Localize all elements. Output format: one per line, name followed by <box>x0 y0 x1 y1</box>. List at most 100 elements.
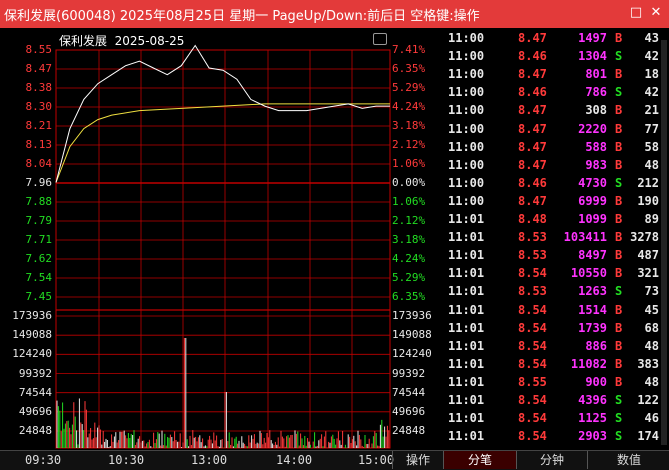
trade-count: 122 <box>637 393 659 407</box>
trade-count: 58 <box>644 139 659 154</box>
time-label: 09:30 <box>25 453 62 467</box>
trade-price: 8.47 <box>518 103 547 118</box>
intraday-chart-svg <box>55 44 391 449</box>
trade-volume: 1099 <box>578 212 607 226</box>
trade-price: 8.55 <box>518 374 547 389</box>
price-label: 7.45 <box>25 290 53 303</box>
pct-label: 6.35% <box>392 62 426 75</box>
trade-price: 8.53 <box>518 248 547 263</box>
bottom-bar: 09:30 10:30 13:00 14:00 15:00 操作 分笔 分钟 数… <box>0 450 669 470</box>
trade-price: 8.47 <box>518 157 547 172</box>
close-icon[interactable]: ✕ <box>650 5 662 20</box>
trade-row[interactable]: 11:01 8.54 4396 S 122 <box>444 392 669 410</box>
trade-price: 8.47 <box>518 31 547 45</box>
price-label: 8.30 <box>25 100 53 113</box>
trade-count: 48 <box>644 157 659 172</box>
trade-volume: 786 <box>585 85 607 100</box>
trade-time: 11:00 <box>448 121 485 136</box>
trade-volume: 8497 <box>578 248 607 263</box>
window-titlebar: 保利发展(600048) 2025年08月25日 星期一 PageUp/Down… <box>0 0 669 28</box>
trade-side: B <box>615 230 623 245</box>
trade-count: 68 <box>644 320 659 335</box>
trade-price: 8.54 <box>518 302 547 317</box>
trade-count: 190 <box>637 193 659 208</box>
trade-row[interactable]: 11:01 8.53 8497 B 487 <box>444 247 669 265</box>
trade-side: B <box>615 31 623 45</box>
restore-icon[interactable]: □ <box>629 5 643 20</box>
trade-time: 11:00 <box>448 67 485 82</box>
avg-price-line <box>55 103 390 183</box>
trade-row[interactable]: 11:01 8.53 103411 B 3278 <box>444 229 669 247</box>
trade-row[interactable]: 11:00 8.46 1304 S 42 <box>444 48 669 66</box>
trade-row[interactable]: 11:01 8.48 1099 B 89 <box>444 211 669 229</box>
trade-volume: 983 <box>585 157 607 172</box>
trade-row[interactable]: 11:00 8.47 801 B 18 <box>444 66 669 84</box>
trade-row[interactable]: 11:00 8.47 308 B 21 <box>444 102 669 120</box>
trade-count: 212 <box>637 175 659 190</box>
trade-time: 11:01 <box>448 248 485 263</box>
tab-tick[interactable]: 分笔 <box>443 451 516 469</box>
trade-price: 8.53 <box>518 284 547 299</box>
chart-frame <box>55 49 391 449</box>
volume-label: 173936 <box>392 309 432 322</box>
trade-row[interactable]: 11:01 8.54 886 B 48 <box>444 338 669 356</box>
trade-side: B <box>615 193 623 208</box>
trade-time: 11:01 <box>448 302 485 317</box>
tab-operate[interactable]: 操作 <box>392 451 443 469</box>
trade-side: B <box>615 121 623 136</box>
pct-label: 2.12% <box>392 138 426 151</box>
chart-date: 2025-08-25 <box>114 34 185 48</box>
trade-price: 8.53 <box>518 230 547 245</box>
trade-price: 8.46 <box>518 49 547 64</box>
trade-row[interactable]: 11:00 8.47 1497 B 43 <box>444 30 669 48</box>
scrollbar[interactable] <box>661 40 667 445</box>
trade-row[interactable]: 11:00 8.47 983 B 48 <box>444 157 669 175</box>
trade-price: 8.54 <box>518 266 547 281</box>
trade-row[interactable]: 11:00 8.46 4730 S 212 <box>444 175 669 193</box>
tab-value[interactable]: 数值 <box>587 451 669 469</box>
price-label: 7.88 <box>25 195 53 208</box>
trade-row[interactable]: 11:01 8.54 1739 B 68 <box>444 320 669 338</box>
trade-row[interactable]: 11:00 8.46 786 S 42 <box>444 84 669 102</box>
pct-label: 1.06% <box>392 157 426 170</box>
volume-label: 124240 <box>12 347 52 361</box>
trade-side: B <box>615 67 623 82</box>
trade-row[interactable]: 11:01 8.54 1514 B 45 <box>444 302 669 320</box>
trade-volume: 1497 <box>578 31 607 45</box>
trade-count: 48 <box>644 338 659 353</box>
trade-volume: 2903 <box>578 429 607 444</box>
price-label: 7.96 <box>25 176 53 189</box>
trade-row[interactable]: 11:00 8.47 588 B 58 <box>444 139 669 157</box>
volume-label: 49696 <box>18 404 52 418</box>
pct-label: 7.41% <box>392 43 426 56</box>
pct-label: 5.29% <box>392 271 426 284</box>
trade-price: 8.47 <box>518 139 547 154</box>
trade-count: 3278 <box>630 230 659 245</box>
trade-price: 8.47 <box>518 67 547 82</box>
trade-row[interactable]: 11:01 8.53 1263 S 73 <box>444 283 669 301</box>
time-label: 13:00 <box>191 453 228 467</box>
trade-time: 11:01 <box>448 411 485 426</box>
stock-name: 保利发展 <box>59 34 108 48</box>
trade-side: B <box>615 266 623 281</box>
trade-row[interactable]: 11:00 8.47 6999 B 190 <box>444 193 669 211</box>
trade-row[interactable]: 11:01 8.54 2903 S 174 <box>444 428 669 446</box>
trade-count: 42 <box>644 85 659 100</box>
trade-row[interactable]: 11:01 8.54 10550 B 321 <box>444 265 669 283</box>
trade-price: 8.47 <box>518 121 547 136</box>
trade-time: 11:01 <box>448 212 485 226</box>
trade-row[interactable]: 11:01 8.55 900 B 48 <box>444 374 669 392</box>
volume-label: 149088 <box>392 328 432 342</box>
volume-label: 124240 <box>392 347 432 361</box>
time-label: 14:00 <box>276 453 313 467</box>
trade-time: 11:01 <box>448 230 485 245</box>
trade-side: B <box>615 338 623 353</box>
volume-label: 74544 <box>18 385 52 399</box>
trade-count: 21 <box>644 103 659 118</box>
trade-count: 487 <box>637 248 659 263</box>
chart-toggle-button[interactable] <box>373 33 387 45</box>
tab-minute[interactable]: 分钟 <box>516 451 587 469</box>
trade-row[interactable]: 11:01 8.54 1125 S 46 <box>444 410 669 428</box>
trade-row[interactable]: 11:01 8.54 11082 B 383 <box>444 356 669 374</box>
trade-row[interactable]: 11:00 8.47 2220 B 77 <box>444 121 669 139</box>
